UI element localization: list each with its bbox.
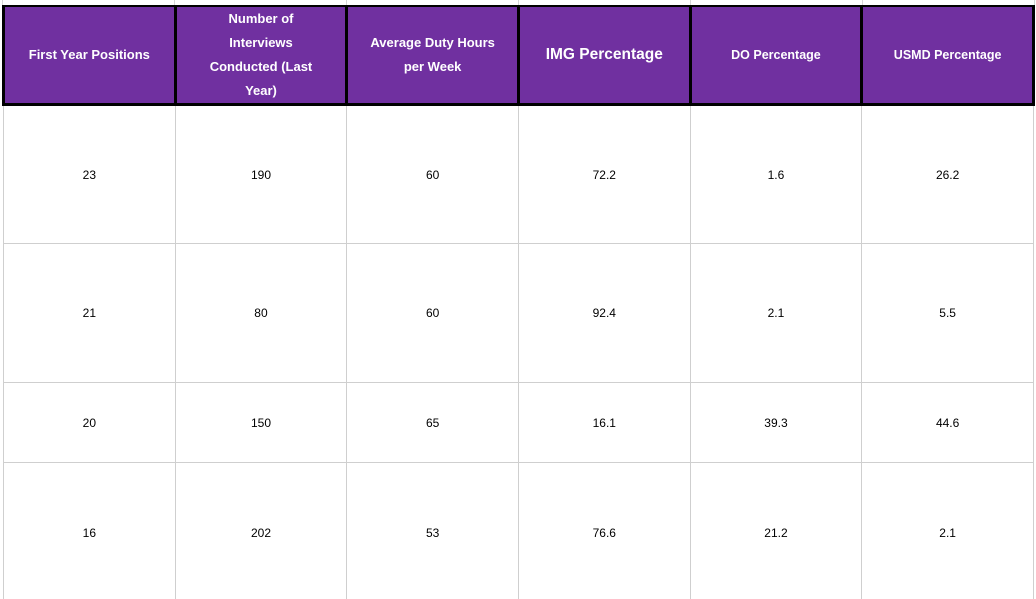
table-cell: 150 [174,382,348,463]
table-cell: 80 [174,243,348,383]
table-cell: 26.2 [861,104,1034,244]
table-cell: 202 [174,462,348,599]
header-row: First Year Positions Number of Interview… [2,5,1035,106]
table-cell: 76.6 [517,462,691,599]
table-cell: 92.4 [517,243,691,383]
column-header-average-duty-hours: Average Duty Hours per Week [345,5,520,106]
table-cell: 39.3 [689,382,863,463]
table-cell: 21.2 [689,462,863,599]
column-header-img-percentage: IMG Percentage [516,5,692,106]
gridline-tick [863,0,1035,5]
column-header-first-year-positions: First Year Positions [2,5,177,106]
gridline-tick [519,0,691,5]
table-cell: 65 [346,382,519,463]
gridline-tick [347,0,519,5]
table-cell: 23 [3,104,176,244]
gridline-tick [691,0,863,5]
table-row: 21 80 60 92.4 2.1 5.5 [3,243,1034,383]
table-row: 16 202 53 76.6 21.2 2.1 [3,462,1034,599]
gridline-tick [175,0,347,5]
table-cell: 1.6 [689,104,863,244]
gridline-tick [2,0,175,5]
column-header-do-percentage: DO Percentage [688,5,864,106]
table-cell: 16.1 [517,382,691,463]
table-cell: 60 [346,243,519,383]
table-cell: 16 [3,462,176,599]
column-header-usmd-percentage: USMD Percentage [860,5,1035,106]
table-cell: 2.1 [689,243,863,383]
table-cell: 21 [3,243,176,383]
table-cell: 190 [174,104,348,244]
table-cell: 2.1 [861,462,1034,599]
gridline-stub-strip [2,0,1035,5]
table-cell: 72.2 [517,104,691,244]
residency-programs-table: First Year Positions Number of Interview… [2,5,1035,599]
table-cell: 5.5 [861,243,1034,383]
table-row: 20 150 65 16.1 39.3 44.6 [3,382,1034,463]
table-cell: 44.6 [861,382,1034,463]
table-row: 23 190 60 72.2 1.6 26.2 [3,104,1034,244]
table-cell: 53 [346,462,519,599]
table-cell: 60 [346,104,519,244]
table-cell: 20 [3,382,176,463]
column-header-interviews-conducted: Number of Interviews Conducted (Last Yea… [173,5,349,106]
